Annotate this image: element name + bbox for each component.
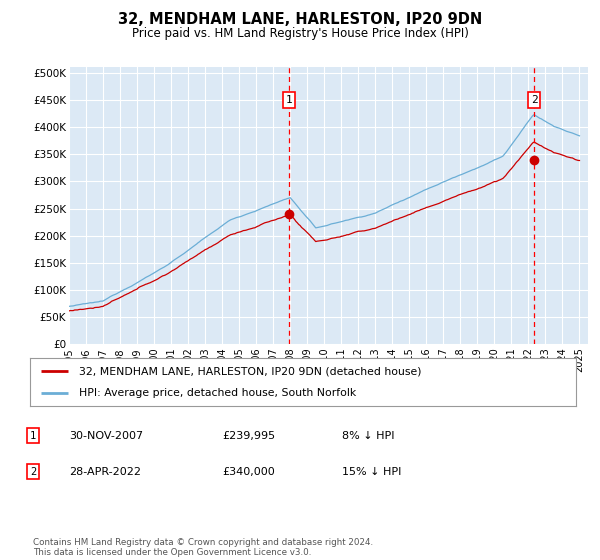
Text: 1: 1 <box>286 95 292 105</box>
Text: 15% ↓ HPI: 15% ↓ HPI <box>342 466 401 477</box>
Text: £239,995: £239,995 <box>222 431 275 441</box>
Text: 30-NOV-2007: 30-NOV-2007 <box>69 431 143 441</box>
Text: HPI: Average price, detached house, South Norfolk: HPI: Average price, detached house, Sout… <box>79 388 356 398</box>
Text: £340,000: £340,000 <box>222 466 275 477</box>
Text: 2: 2 <box>530 95 538 105</box>
Text: 2: 2 <box>30 466 36 477</box>
Text: 28-APR-2022: 28-APR-2022 <box>69 466 141 477</box>
Text: 32, MENDHAM LANE, HARLESTON, IP20 9DN: 32, MENDHAM LANE, HARLESTON, IP20 9DN <box>118 12 482 27</box>
Text: 32, MENDHAM LANE, HARLESTON, IP20 9DN (detached house): 32, MENDHAM LANE, HARLESTON, IP20 9DN (d… <box>79 366 422 376</box>
Text: 8% ↓ HPI: 8% ↓ HPI <box>342 431 395 441</box>
Text: Contains HM Land Registry data © Crown copyright and database right 2024.
This d: Contains HM Land Registry data © Crown c… <box>33 538 373 557</box>
Text: Price paid vs. HM Land Registry's House Price Index (HPI): Price paid vs. HM Land Registry's House … <box>131 27 469 40</box>
Text: 1: 1 <box>30 431 36 441</box>
